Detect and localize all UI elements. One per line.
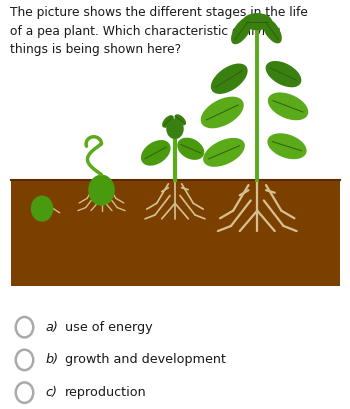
Ellipse shape bbox=[211, 63, 248, 94]
Ellipse shape bbox=[177, 138, 204, 160]
Ellipse shape bbox=[268, 92, 308, 120]
Ellipse shape bbox=[141, 140, 170, 166]
Ellipse shape bbox=[201, 97, 244, 128]
Ellipse shape bbox=[242, 13, 272, 30]
Circle shape bbox=[166, 119, 184, 139]
Text: growth and development: growth and development bbox=[65, 353, 226, 366]
Text: c): c) bbox=[46, 386, 57, 399]
Text: a): a) bbox=[46, 321, 58, 334]
Ellipse shape bbox=[231, 17, 252, 44]
Text: The picture shows the different stages in the life
of a pea plant. Which charact: The picture shows the different stages i… bbox=[10, 6, 308, 56]
Circle shape bbox=[31, 196, 53, 222]
Ellipse shape bbox=[203, 138, 245, 167]
Ellipse shape bbox=[162, 115, 174, 128]
Text: use of energy: use of energy bbox=[65, 321, 152, 334]
Bar bbox=[10, 180, 340, 286]
Ellipse shape bbox=[262, 18, 282, 43]
Text: reproduction: reproduction bbox=[65, 386, 147, 399]
Ellipse shape bbox=[267, 133, 307, 159]
Ellipse shape bbox=[174, 114, 186, 126]
Ellipse shape bbox=[266, 61, 301, 87]
Text: b): b) bbox=[46, 353, 59, 366]
Circle shape bbox=[88, 175, 115, 206]
